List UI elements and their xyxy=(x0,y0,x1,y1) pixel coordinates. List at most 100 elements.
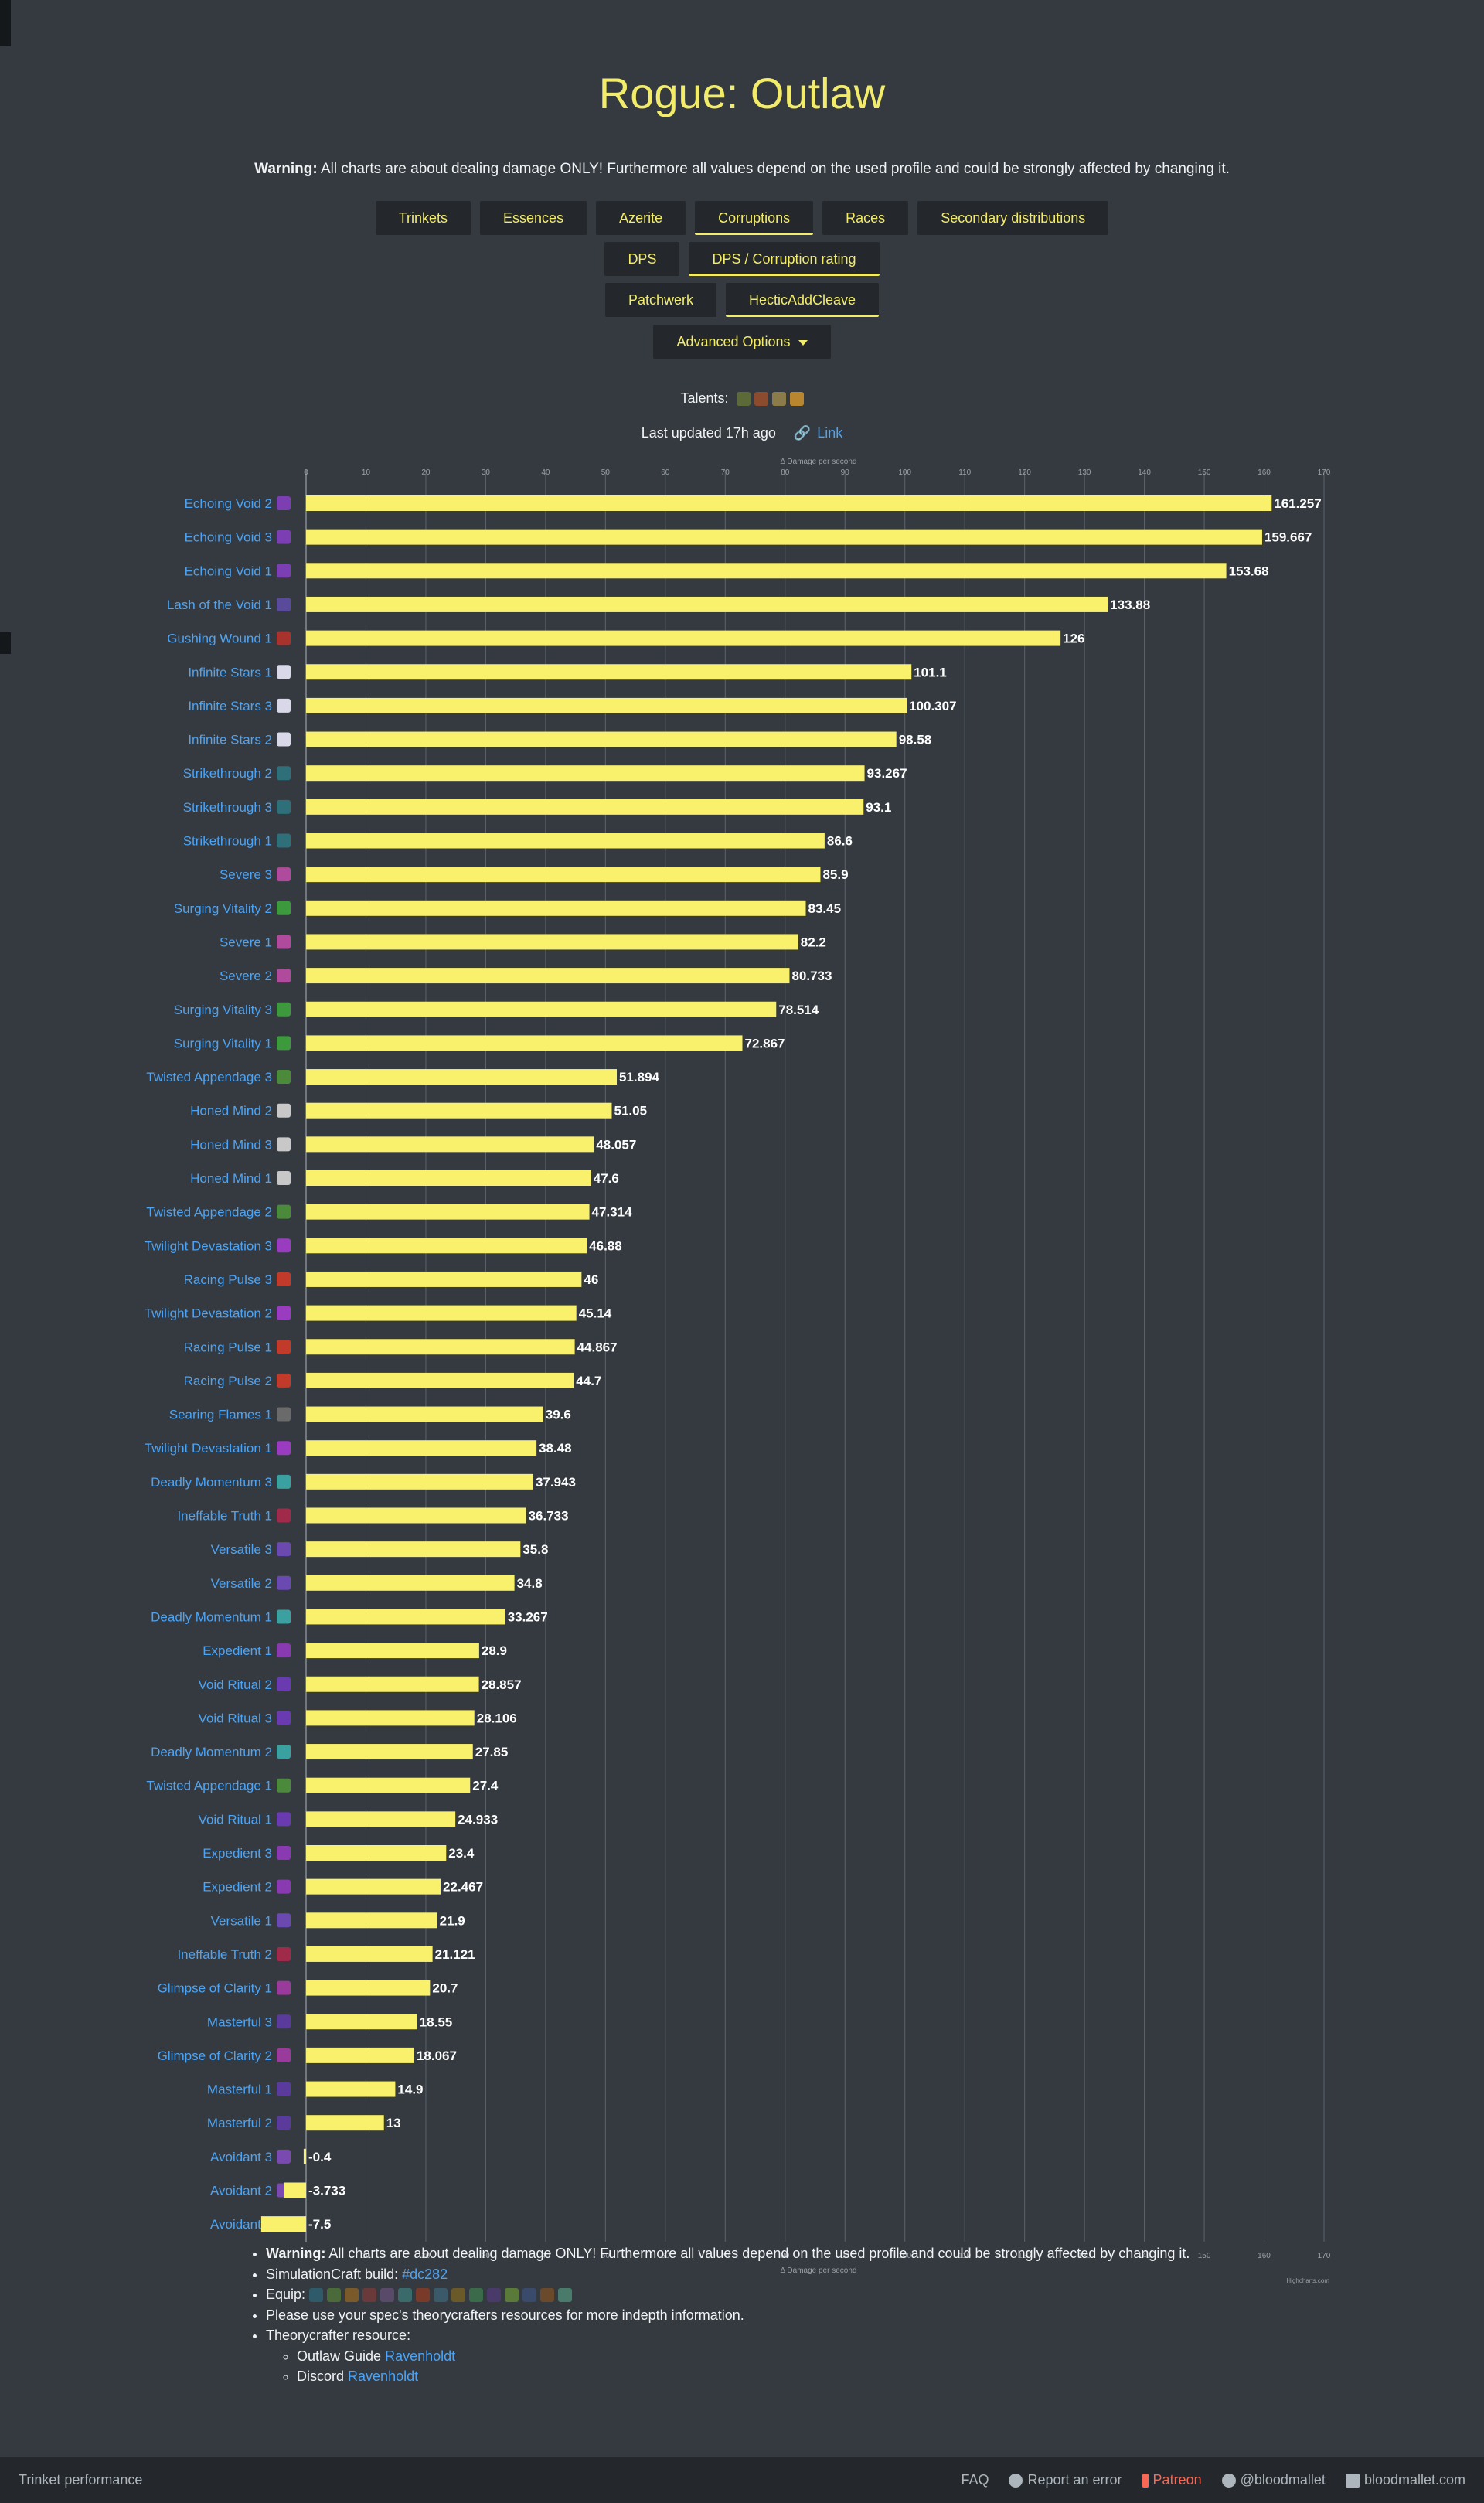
category-label[interactable]: Expedient 2 xyxy=(203,1880,272,1895)
bar[interactable] xyxy=(306,867,821,883)
equip-item-icon[interactable] xyxy=(309,2288,324,2303)
bar[interactable] xyxy=(306,1035,743,1051)
equip-item-icon[interactable] xyxy=(434,2288,448,2303)
equip-item-icon[interactable] xyxy=(327,2288,342,2303)
footer-trinket-performance[interactable]: Trinket performance xyxy=(19,2471,143,2488)
category-label[interactable]: Twisted Appendage 1 xyxy=(146,1779,272,1793)
bar[interactable] xyxy=(306,1204,590,1220)
category-label[interactable]: Infinite Stars 2 xyxy=(188,733,272,747)
bar[interactable] xyxy=(306,1001,777,1017)
tab-patchwerk[interactable]: Patchwerk xyxy=(604,283,716,317)
category-label[interactable]: Avoidant 2 xyxy=(210,2184,272,2198)
bar[interactable] xyxy=(303,2148,306,2164)
category-label[interactable]: Echoing Void 2 xyxy=(185,496,272,511)
bar[interactable] xyxy=(306,1238,587,1254)
bar[interactable] xyxy=(306,1811,456,1827)
bar[interactable] xyxy=(306,968,790,984)
bar[interactable] xyxy=(306,1676,479,1692)
category-label[interactable]: Severe 2 xyxy=(220,969,272,983)
category-label[interactable]: Strikethrough 1 xyxy=(183,834,272,849)
tab-trinkets[interactable]: Trinkets xyxy=(375,201,471,235)
bar[interactable] xyxy=(306,1946,433,1962)
bar[interactable] xyxy=(306,1372,574,1388)
category-label[interactable]: Searing Flames 1 xyxy=(169,1408,272,1422)
tab-dps[interactable]: DPS xyxy=(604,242,680,276)
category-label[interactable]: Honed Mind 2 xyxy=(190,1104,272,1119)
tab-essences[interactable]: Essences xyxy=(480,201,587,235)
category-label[interactable]: Void Ritual 2 xyxy=(199,1677,272,1692)
bar[interactable] xyxy=(306,1845,447,1861)
bar[interactable] xyxy=(306,900,806,916)
footer-twitter[interactable]: @bloodmallet xyxy=(1221,2472,1326,2488)
category-label[interactable]: Infinite Stars 3 xyxy=(188,699,272,713)
bar[interactable] xyxy=(306,596,1108,612)
category-label[interactable]: Racing Pulse 2 xyxy=(184,1374,272,1388)
bar[interactable] xyxy=(284,2182,306,2198)
bar[interactable] xyxy=(306,630,1061,646)
category-label[interactable]: Twisted Appendage 3 xyxy=(146,1070,272,1085)
category-label[interactable]: Void Ritual 3 xyxy=(199,1711,272,1725)
category-label[interactable]: Ineffable Truth 1 xyxy=(177,1509,272,1524)
category-label[interactable]: Surging Vitality 3 xyxy=(174,1003,272,1017)
bar[interactable] xyxy=(306,2115,384,2131)
category-label[interactable]: Avoidant 3 xyxy=(210,2150,272,2164)
category-label[interactable]: Twisted Appendage 2 xyxy=(146,1205,272,1220)
permalink[interactable]: Link xyxy=(817,425,843,441)
category-label[interactable]: Severe 3 xyxy=(220,867,272,882)
bar[interactable] xyxy=(306,765,865,782)
category-label[interactable]: Gushing Wound 1 xyxy=(167,632,272,646)
category-label[interactable]: Honed Mind 1 xyxy=(190,1171,272,1186)
bar[interactable] xyxy=(306,664,912,680)
tab-hecticaddcleave[interactable]: HecticAddCleave xyxy=(725,283,880,317)
equip-item-icon[interactable] xyxy=(398,2288,413,2303)
bar[interactable] xyxy=(260,2216,306,2232)
bar[interactable] xyxy=(306,934,798,950)
category-label[interactable]: Masterful 3 xyxy=(207,2014,272,2029)
category-label[interactable]: Twilight Devastation 1 xyxy=(145,1441,272,1456)
bar[interactable] xyxy=(306,1507,526,1524)
bar[interactable] xyxy=(306,697,907,713)
category-label[interactable]: Echoing Void 1 xyxy=(185,564,272,578)
bar[interactable] xyxy=(306,1912,437,1929)
category-label[interactable]: Masterful 1 xyxy=(207,2082,272,2097)
equip-item-icon[interactable] xyxy=(540,2288,555,2303)
bar[interactable] xyxy=(306,1980,431,1996)
category-label[interactable]: Avoidant 1 xyxy=(210,2217,272,2232)
equip-item-icon[interactable] xyxy=(345,2288,359,2303)
bar[interactable] xyxy=(306,1744,473,1760)
bar[interactable] xyxy=(306,1069,618,1085)
bar[interactable] xyxy=(306,495,1272,511)
bar[interactable] xyxy=(306,1473,533,1490)
category-label[interactable]: Void Ritual 1 xyxy=(199,1812,272,1827)
equip-item-icon[interactable] xyxy=(380,2288,395,2303)
bar[interactable] xyxy=(306,1609,505,1625)
bar[interactable] xyxy=(306,1339,575,1355)
equip-item-icon[interactable] xyxy=(362,2288,377,2303)
category-label[interactable]: Infinite Stars 1 xyxy=(188,665,272,679)
bar[interactable] xyxy=(306,1440,537,1456)
equip-item-icon[interactable] xyxy=(522,2288,537,2303)
bar[interactable] xyxy=(306,529,1262,545)
bar[interactable] xyxy=(306,1271,582,1287)
category-label[interactable]: Deadly Momentum 2 xyxy=(151,1745,272,1759)
equip-item-icon[interactable] xyxy=(416,2288,431,2303)
tab-races[interactable]: Races xyxy=(822,201,909,235)
category-label[interactable]: Echoing Void 3 xyxy=(185,530,272,545)
bar[interactable] xyxy=(306,799,864,815)
resource-link[interactable]: Ravenholdt xyxy=(385,2348,456,2364)
bar[interactable] xyxy=(306,1710,475,1726)
category-label[interactable]: Glimpse of Clarity 1 xyxy=(158,1981,272,1996)
category-label[interactable]: Versatile 3 xyxy=(211,1542,272,1557)
bar[interactable] xyxy=(306,1878,441,1895)
category-label[interactable]: Twilight Devastation 3 xyxy=(145,1238,272,1253)
equip-item-icon[interactable] xyxy=(558,2288,573,2303)
bar[interactable] xyxy=(306,2014,417,2030)
resource-link[interactable]: Ravenholdt xyxy=(348,2368,419,2384)
category-label[interactable]: Glimpse of Clarity 2 xyxy=(158,2048,272,2063)
equip-item-icon[interactable] xyxy=(487,2288,502,2303)
category-label[interactable]: Versatile 1 xyxy=(211,1913,272,1928)
equip-item-icon[interactable] xyxy=(505,2288,519,2303)
category-label[interactable]: Severe 1 xyxy=(220,935,272,949)
equip-item-icon[interactable] xyxy=(451,2288,466,2303)
tab-dps-per-corruption[interactable]: DPS / Corruption rating xyxy=(689,242,880,276)
